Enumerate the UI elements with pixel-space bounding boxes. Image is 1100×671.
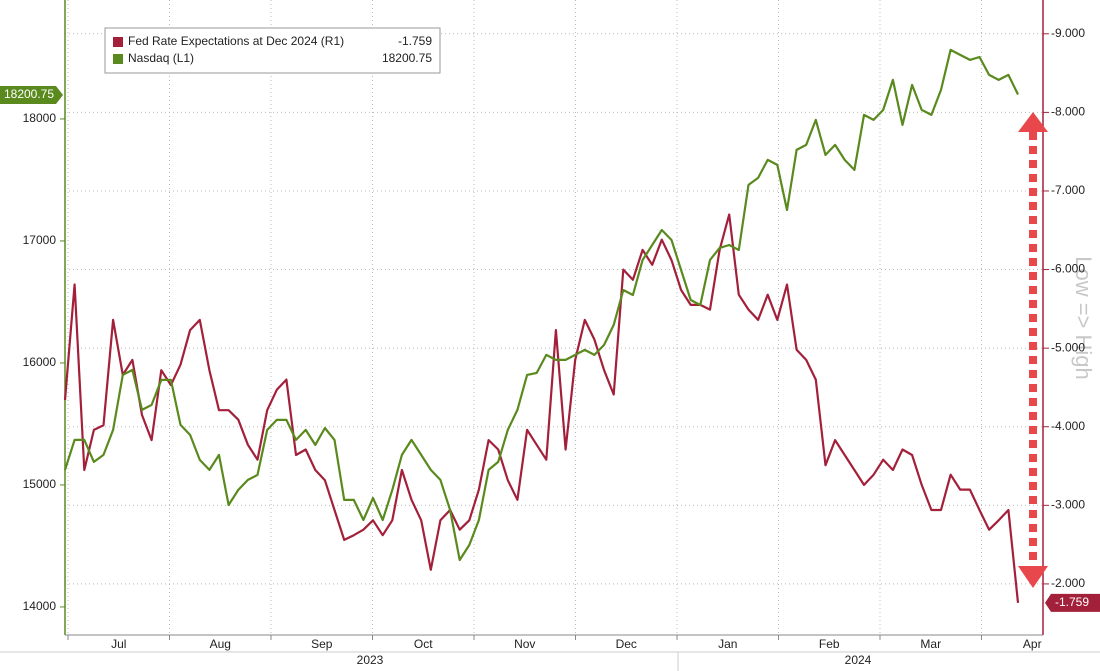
y-tick-label: 16000 [23,355,57,369]
legend: Fed Rate Expectations at Dec 2024 (R1) -1… [113,34,432,65]
legend-value: 18200.75 [382,51,432,65]
y2-tick-label: -5.000 [1051,340,1085,354]
last-value-label: 18200.75 [4,87,54,101]
y-tick-label: 18000 [23,111,57,125]
series-line [63,48,1019,562]
legend-label: Nasdaq (L1) [128,51,194,65]
plot [63,48,1020,604]
x-tick-label: Jul [111,637,126,651]
y2-tick-label: -6.000 [1051,262,1085,276]
y-tick-label: 15000 [23,477,57,491]
legend-swatch [113,37,123,47]
y-tick-label: 17000 [23,233,57,247]
x-tick-label: Feb [819,637,840,651]
x-tick-label: Mar [920,637,941,651]
y-tick-label: 14000 [23,599,57,613]
range-arrow [1018,112,1048,588]
legend-box [104,27,441,74]
series-line [63,213,1020,604]
last-value-label: -1.759 [1055,595,1089,609]
x-tick-label: Dec [616,637,637,651]
y2-tick-label: -2.000 [1051,576,1085,590]
x-tick-label: Aug [210,637,231,651]
legend-label: Fed Rate Expectations at Dec 2024 (R1) [128,34,344,48]
y2-tick-label: -8.000 [1051,105,1085,119]
y2-annotation: Low => High [1071,256,1096,380]
y2-tick-label: -3.000 [1051,497,1085,511]
y2-tick-label: -4.000 [1051,419,1085,433]
x-tick-label: Apr [1023,637,1042,651]
legend-swatch [113,54,123,64]
x-tick-label: Oct [414,637,433,651]
x-tick-label: Jan [718,637,737,651]
y2-tick-label: -7.000 [1051,183,1085,197]
year-label: 2023 [357,653,384,667]
x-tick-label: Sep [311,637,333,651]
y2-tick-label: -9.000 [1051,26,1085,40]
year-label: 2024 [845,653,872,667]
legend-value: -1.759 [398,34,432,48]
last-value-badge [0,86,63,104]
x-tick-label: Nov [514,637,535,651]
last-value-badge [1045,593,1100,612]
